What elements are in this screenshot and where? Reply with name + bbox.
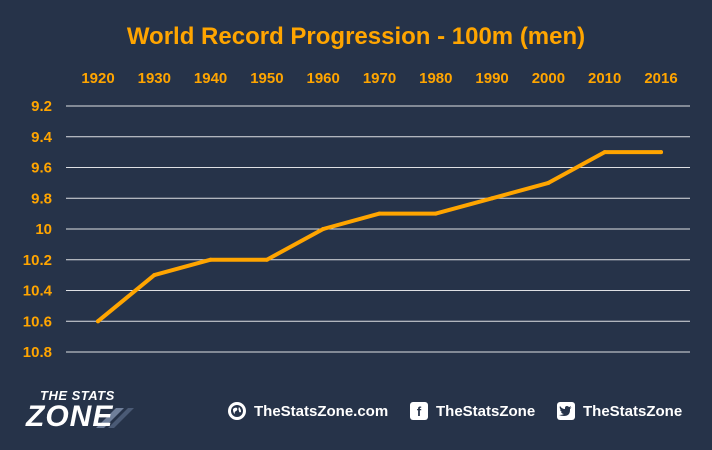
data-point xyxy=(433,211,438,216)
logo-text-bottom: ZONE xyxy=(26,400,114,433)
y-tick-label: 9.6 xyxy=(31,160,52,177)
series-layer xyxy=(96,150,663,324)
data-point xyxy=(96,319,100,324)
y-tick-label: 10.6 xyxy=(23,313,52,330)
data-point xyxy=(490,196,495,201)
data-point xyxy=(659,150,663,155)
y-tick-label: 9.8 xyxy=(31,190,52,207)
data-point xyxy=(321,227,326,231)
x-tick-label: 1920 xyxy=(81,70,114,87)
data-point xyxy=(208,257,213,262)
y-axis-ticks: 9.2 9.4 9.6 9.8 10 10.2 10.4 10.6 10.8 xyxy=(23,98,53,361)
logo-swoosh-icon xyxy=(96,408,134,428)
data-point xyxy=(602,150,607,155)
website-text: TheStatsZone.com xyxy=(254,402,389,420)
chart: World Record Progression - 100m (men) 19… xyxy=(23,23,690,361)
footer: THE STATS ZONE TheStatsZone.com f TheSta… xyxy=(0,380,712,440)
data-point xyxy=(264,257,269,262)
x-tick-label: 1990 xyxy=(475,70,508,87)
facebook-icon: f xyxy=(410,402,428,420)
grid xyxy=(66,105,690,353)
twitter-link[interactable]: TheStatsZone xyxy=(557,402,682,420)
x-axis-ticks: 1920 1930 1940 1950 1960 1970 1980 1990 2000 2010… xyxy=(81,70,677,87)
facebook-link[interactable]: f TheStatsZone xyxy=(410,402,535,420)
data-point xyxy=(546,180,551,185)
website-link[interactable]: TheStatsZone.com xyxy=(228,402,388,420)
x-tick-label: 1980 xyxy=(419,70,452,87)
x-tick-label: 2000 xyxy=(532,70,565,87)
y-tick-label: 10 xyxy=(35,221,52,238)
x-tick-label: 2016 xyxy=(644,70,677,87)
series-line xyxy=(96,150,663,324)
y-tick-label: 10.8 xyxy=(23,344,52,361)
globe-icon xyxy=(228,402,246,420)
y-tick-label: 10.2 xyxy=(23,252,52,269)
x-tick-label: 2010 xyxy=(588,70,621,87)
facebook-text: TheStatsZone xyxy=(436,402,536,420)
data-point xyxy=(377,211,382,216)
x-tick-label: 1960 xyxy=(307,70,340,87)
y-tick-label: 9.4 xyxy=(31,129,53,146)
twitter-text: TheStatsZone xyxy=(583,402,683,420)
x-tick-label: 1930 xyxy=(138,70,171,87)
x-tick-label: 1940 xyxy=(194,70,227,87)
y-tick-label: 9.2 xyxy=(31,98,52,115)
chart-title: World Record Progression - 100m (men) xyxy=(127,23,585,50)
y-tick-label: 10.4 xyxy=(23,283,53,300)
stats-zone-logo: THE STATS ZONE xyxy=(22,386,162,436)
twitter-icon xyxy=(557,402,575,420)
x-tick-label: 1970 xyxy=(363,70,396,87)
data-point xyxy=(152,273,157,278)
logo-text-top: THE STATS xyxy=(40,388,115,403)
x-tick-label: 1950 xyxy=(250,70,283,87)
